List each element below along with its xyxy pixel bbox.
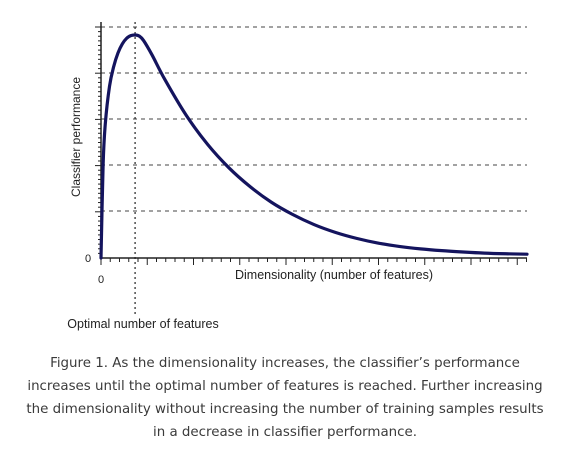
x-axis-label: Dimensionality (number of features) [235, 268, 433, 282]
optimal-annotation: Optimal number of features [67, 317, 218, 331]
ticks-layer [95, 27, 527, 265]
x-tick-label: 0 [98, 274, 104, 286]
caption-line: increases until the optimal number of fe… [10, 375, 560, 398]
performance-curve-line [101, 35, 527, 258]
figure-caption: Figure 1. As the dimensionality increase… [10, 352, 560, 444]
caption-line: the dimensionality without increasing th… [10, 398, 560, 421]
grid-layer [101, 27, 527, 211]
caption-line: Figure 1. As the dimensionality increase… [10, 352, 560, 375]
chart: 0 0 Dimensionality (number of features) … [0, 0, 570, 345]
caption-line: in a decrease in classifier performance. [10, 421, 560, 444]
y-tick-label: 0 [85, 253, 91, 265]
y-axis-label: Classifier performance [69, 77, 83, 197]
